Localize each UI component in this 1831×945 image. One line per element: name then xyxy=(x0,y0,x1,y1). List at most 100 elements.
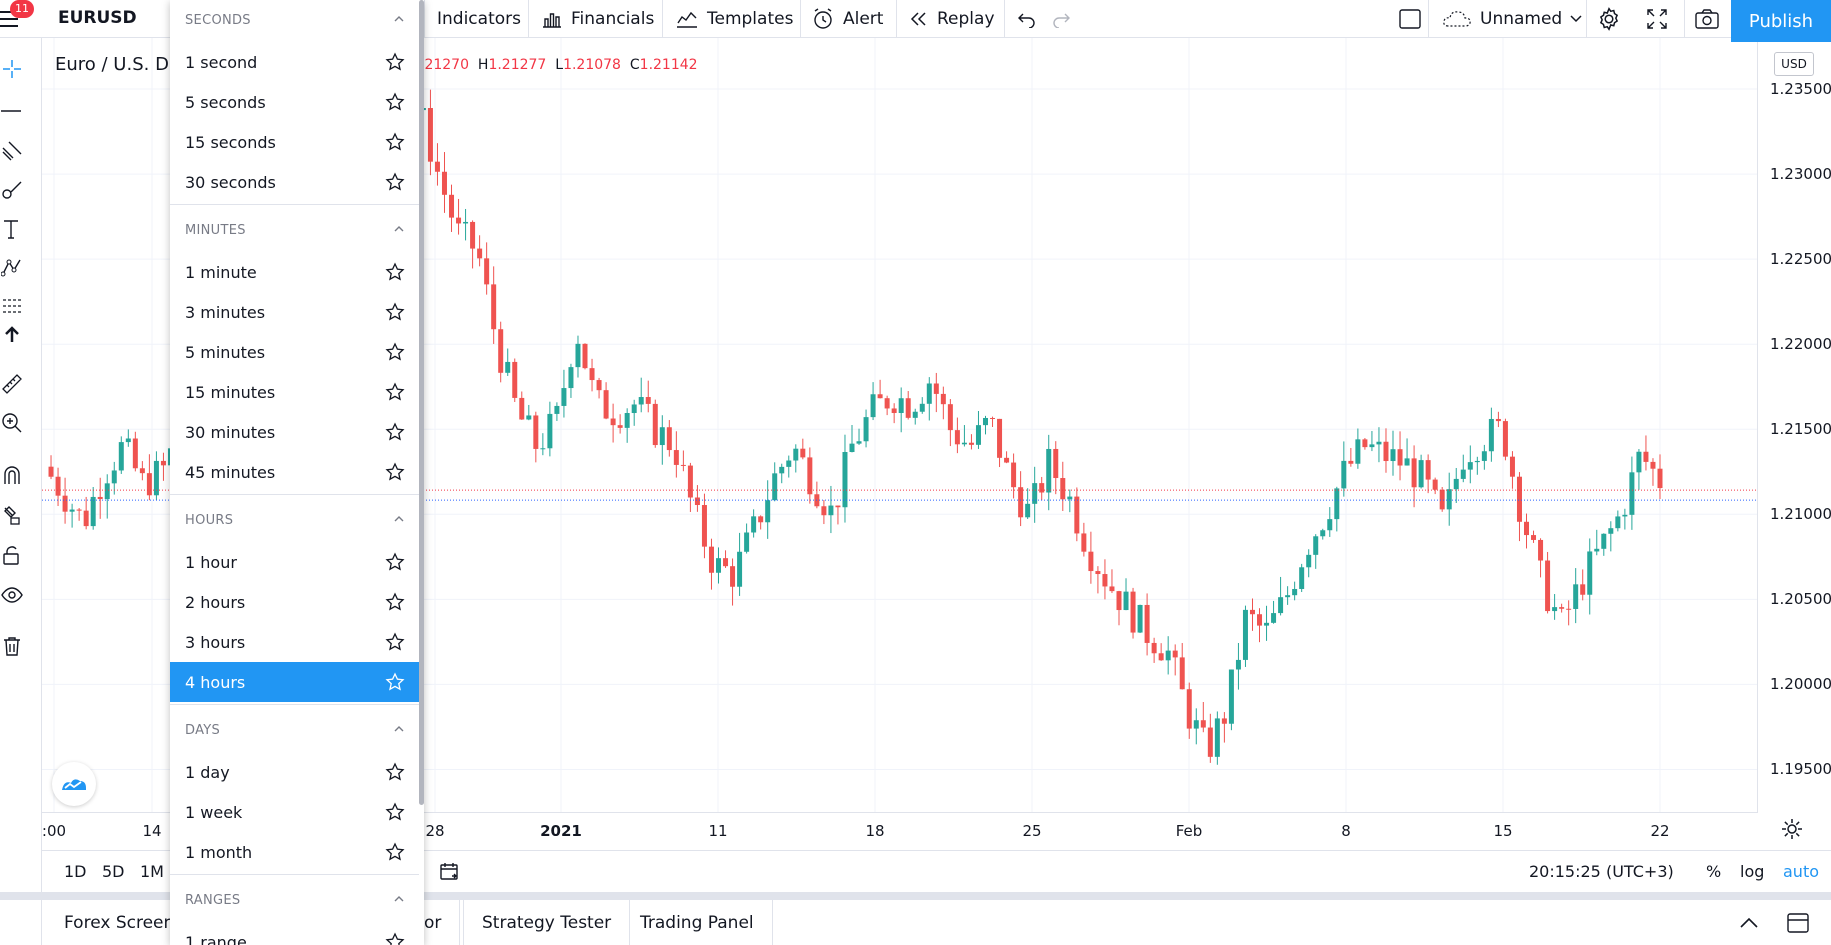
favorite-star-icon[interactable] xyxy=(385,382,405,402)
templates-button[interactable]: Templates xyxy=(675,0,793,38)
interval-option-1-hour[interactable]: 1 hour xyxy=(170,542,419,582)
interval-option-15-minutes[interactable]: 15 minutes xyxy=(170,372,419,412)
candle xyxy=(1193,708,1199,745)
favorite-star-icon[interactable] xyxy=(385,592,405,612)
log-scale-toggle[interactable]: log xyxy=(1740,862,1765,881)
alert-button[interactable]: Alert xyxy=(811,0,883,38)
prediction-icon[interactable] xyxy=(0,292,24,318)
tab-trading-panel[interactable]: Trading Panel xyxy=(622,900,773,945)
trash-icon[interactable] xyxy=(0,633,24,659)
favorite-star-icon[interactable] xyxy=(385,52,405,72)
layout-select-button[interactable] xyxy=(1398,0,1422,38)
interval-option-3-minutes[interactable]: 3 minutes xyxy=(170,292,419,332)
undo-button[interactable] xyxy=(1016,0,1038,38)
symbol-description[interactable]: Euro / U.S. D xyxy=(55,54,169,75)
candle xyxy=(940,386,946,420)
replay-button[interactable]: Replay xyxy=(909,0,995,38)
interval-option-4-hours[interactable]: 4 hours xyxy=(170,662,419,702)
interval-option-5-minutes[interactable]: 5 minutes xyxy=(170,332,419,372)
pitchfork-icon[interactable] xyxy=(0,138,24,164)
tradingview-logo-icon[interactable] xyxy=(52,762,96,806)
favorite-star-icon[interactable] xyxy=(385,552,405,572)
candle xyxy=(990,416,996,428)
interval-option-1-minute[interactable]: 1 minute xyxy=(170,252,419,292)
interval-option-1-range[interactable]: 1 range xyxy=(170,922,419,945)
auto-scale-toggle[interactable]: auto xyxy=(1783,862,1820,881)
eye-icon[interactable] xyxy=(0,582,24,608)
section-header-hours[interactable]: HOURS xyxy=(170,500,419,540)
financials-button[interactable]: Financials xyxy=(541,0,654,38)
settings-button[interactable] xyxy=(1596,0,1622,38)
section-header-seconds[interactable]: SECONDS xyxy=(170,0,419,40)
interval-option-1-day[interactable]: 1 day xyxy=(170,752,419,792)
favorite-star-icon[interactable] xyxy=(385,632,405,652)
range-1d-button[interactable]: 1D xyxy=(64,862,87,881)
interval-option-1-week[interactable]: 1 week xyxy=(170,792,419,832)
arrow-up-icon[interactable] xyxy=(0,321,24,347)
chart-settings-gear-icon[interactable] xyxy=(1780,817,1804,841)
interval-option-3-hours[interactable]: 3 hours xyxy=(170,622,419,662)
magnet-icon[interactable] xyxy=(0,462,24,488)
interval-option-30-minutes[interactable]: 30 minutes xyxy=(170,412,419,452)
tab-strategy-tester[interactable]: Strategy Tester xyxy=(463,900,631,945)
interval-option-45-minutes[interactable]: 45 minutes xyxy=(170,452,419,492)
panel-divider[interactable] xyxy=(0,892,1831,900)
currency-badge[interactable]: USD xyxy=(1774,52,1814,76)
redo-button[interactable] xyxy=(1050,0,1072,38)
publish-button[interactable]: Publish xyxy=(1731,0,1831,42)
price-tick-label: 1.22500 xyxy=(1770,250,1831,269)
lock-icon[interactable] xyxy=(0,542,24,568)
favorite-star-icon[interactable] xyxy=(385,92,405,112)
symbol-search-button[interactable]: EURUSD xyxy=(58,8,137,28)
tab-pine-editor[interactable]: or xyxy=(412,900,461,945)
favorite-star-icon[interactable] xyxy=(385,802,405,822)
collapse-panel-chevron-up-icon[interactable] xyxy=(1738,912,1760,934)
interval-option-30-seconds[interactable]: 30 seconds xyxy=(170,162,419,202)
fullscreen-button[interactable] xyxy=(1646,0,1668,38)
range-5d-button[interactable]: 5D xyxy=(102,862,125,881)
ruler-icon[interactable] xyxy=(0,371,24,397)
range-1m-button[interactable]: 1M xyxy=(140,862,164,881)
interval-option-1-second[interactable]: 1 second xyxy=(170,42,419,82)
interval-option-2-hours[interactable]: 2 hours xyxy=(170,582,419,622)
favorite-star-icon[interactable] xyxy=(385,462,405,482)
favorite-star-icon[interactable] xyxy=(385,172,405,192)
save-layout-button[interactable]: Unnamed xyxy=(1442,0,1582,38)
favorite-star-icon[interactable] xyxy=(385,302,405,322)
section-header-days[interactable]: DAYS xyxy=(170,710,419,750)
tab-forex-screener[interactable]: Forex Screene xyxy=(64,912,185,933)
text-tool-icon[interactable] xyxy=(0,216,24,242)
favorite-star-icon[interactable] xyxy=(385,262,405,282)
favorite-star-icon[interactable] xyxy=(385,422,405,442)
indicators-button[interactable]: Indicators xyxy=(437,0,521,38)
price-axis[interactable] xyxy=(1757,38,1831,812)
snapshot-button[interactable] xyxy=(1694,0,1720,38)
favorite-star-icon[interactable] xyxy=(385,672,405,692)
interval-dropdown[interactable]: SECONDS 1 second 5 seconds 15 seconds 30 sec… xyxy=(170,0,424,945)
trend-line-icon[interactable] xyxy=(0,98,24,124)
menu-icon[interactable] xyxy=(0,6,22,30)
stay-in-drawing-icon[interactable] xyxy=(0,502,24,528)
favorite-star-icon[interactable] xyxy=(385,132,405,152)
dropdown-scrollbar[interactable] xyxy=(419,0,424,805)
favorite-star-icon[interactable] xyxy=(385,842,405,862)
crosshair-icon[interactable] xyxy=(0,56,24,82)
section-header-ranges[interactable]: RANGES xyxy=(170,880,419,920)
candle xyxy=(1123,578,1129,611)
patterns-icon[interactable] xyxy=(0,254,24,280)
brush-icon[interactable] xyxy=(0,178,24,204)
zoom-in-icon[interactable] xyxy=(0,410,24,436)
section-header-minutes[interactable]: MINUTES xyxy=(170,210,419,250)
notification-badge[interactable]: 11 xyxy=(10,0,34,18)
favorite-star-icon[interactable] xyxy=(385,932,405,945)
candle xyxy=(1018,471,1024,527)
interval-option-5-seconds[interactable]: 5 seconds xyxy=(170,82,419,122)
clock-timezone[interactable]: 20:15:25 (UTC+3) xyxy=(1529,862,1674,881)
favorite-star-icon[interactable] xyxy=(385,762,405,782)
maximize-panel-icon[interactable] xyxy=(1786,912,1810,934)
interval-option-1-month[interactable]: 1 month xyxy=(170,832,419,872)
goto-date-calendar-icon[interactable] xyxy=(438,860,462,884)
interval-option-15-seconds[interactable]: 15 seconds xyxy=(170,122,419,162)
percent-scale-toggle[interactable]: % xyxy=(1706,862,1722,881)
favorite-star-icon[interactable] xyxy=(385,342,405,362)
